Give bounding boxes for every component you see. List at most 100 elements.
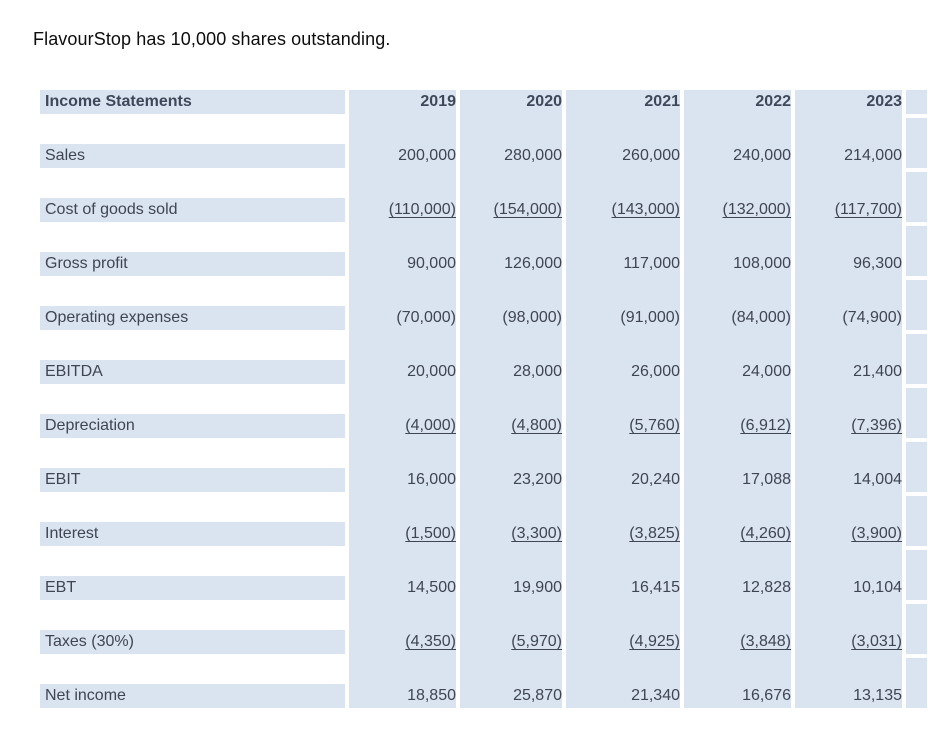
spacer-row bbox=[40, 222, 927, 252]
value-cell: 117,000 bbox=[566, 252, 680, 276]
edge-cell bbox=[906, 252, 927, 276]
year-header-2019: 2019 bbox=[349, 90, 456, 114]
value-cell: 16,000 bbox=[349, 468, 456, 492]
edge-cell bbox=[906, 468, 927, 492]
value-cell: (143,000) bbox=[566, 198, 680, 222]
year-header-2021: 2021 bbox=[566, 90, 680, 114]
row-label: Cost of goods sold bbox=[40, 198, 345, 222]
value-cell: 24,000 bbox=[684, 360, 791, 384]
table-row-interest: Interest (1,500) (3,300) (3,825) (4,260)… bbox=[40, 522, 927, 546]
value-cell: 21,340 bbox=[566, 684, 680, 708]
table-row-gross-profit: Gross profit 90,000 126,000 117,000 108,… bbox=[40, 252, 927, 276]
value-cell: 12,828 bbox=[684, 576, 791, 600]
spacer-row bbox=[40, 438, 927, 468]
value-cell: 240,000 bbox=[684, 144, 791, 168]
value-cell: 25,870 bbox=[460, 684, 562, 708]
edge-cell bbox=[906, 522, 927, 546]
value-cell: (3,300) bbox=[460, 522, 562, 546]
row-label: Sales bbox=[40, 144, 345, 168]
value-cell: 20,000 bbox=[349, 360, 456, 384]
year-header-2022: 2022 bbox=[684, 90, 791, 114]
spacer-row bbox=[40, 492, 927, 522]
value-cell: 28,000 bbox=[460, 360, 562, 384]
row-label: Taxes (30%) bbox=[40, 630, 345, 654]
spacer-row bbox=[40, 276, 927, 306]
value-cell: 23,200 bbox=[460, 468, 562, 492]
value-cell: 200,000 bbox=[349, 144, 456, 168]
row-label: Operating expenses bbox=[40, 306, 345, 330]
value-cell: 96,300 bbox=[795, 252, 902, 276]
value-cell: (1,500) bbox=[349, 522, 456, 546]
edge-cell bbox=[906, 198, 927, 222]
spacer-row bbox=[40, 114, 927, 144]
value-cell: (91,000) bbox=[566, 306, 680, 330]
value-cell: 16,415 bbox=[566, 576, 680, 600]
value-cell: 26,000 bbox=[566, 360, 680, 384]
value-cell: (3,900) bbox=[795, 522, 902, 546]
spacer-row bbox=[40, 330, 927, 360]
table-row-cogs: Cost of goods sold (110,000) (154,000) (… bbox=[40, 198, 927, 222]
edge-cell bbox=[906, 684, 927, 708]
value-cell: (117,700) bbox=[795, 198, 902, 222]
table-row-ebt: EBT 14,500 19,900 16,415 12,828 10,104 bbox=[40, 576, 927, 600]
value-cell: (132,000) bbox=[684, 198, 791, 222]
value-cell: (3,848) bbox=[684, 630, 791, 654]
row-label: EBT bbox=[40, 576, 345, 600]
value-cell: (4,800) bbox=[460, 414, 562, 438]
row-label: Gross profit bbox=[40, 252, 345, 276]
value-cell: (4,260) bbox=[684, 522, 791, 546]
value-cell: (5,760) bbox=[566, 414, 680, 438]
spacer-row bbox=[40, 168, 927, 198]
spacer-row bbox=[40, 654, 927, 684]
value-cell: (74,900) bbox=[795, 306, 902, 330]
value-cell: 16,676 bbox=[684, 684, 791, 708]
value-cell: (154,000) bbox=[460, 198, 562, 222]
row-label: EBIT bbox=[40, 468, 345, 492]
table-row-depreciation: Depreciation (4,000) (4,800) (5,760) (6,… bbox=[40, 414, 927, 438]
value-cell: (4,350) bbox=[349, 630, 456, 654]
table-row-operating-expenses: Operating expenses (70,000) (98,000) (91… bbox=[40, 306, 927, 330]
edge-cell bbox=[906, 414, 927, 438]
table-header-row: Income Statements 2019 2020 2021 2022 20… bbox=[40, 90, 927, 114]
row-label: Net income bbox=[40, 684, 345, 708]
table-row-net-income: Net income 18,850 25,870 21,340 16,676 1… bbox=[40, 684, 927, 708]
intro-text: FlavourStop has 10,000 shares outstandin… bbox=[33, 29, 391, 49]
value-cell: 108,000 bbox=[684, 252, 791, 276]
table-row-taxes: Taxes (30%) (4,350) (5,970) (4,925) (3,8… bbox=[40, 630, 927, 654]
edge-cell bbox=[906, 576, 927, 600]
income-statement-table: Income Statements 2019 2020 2021 2022 20… bbox=[36, 90, 931, 708]
row-label: Interest bbox=[40, 522, 345, 546]
value-cell: 280,000 bbox=[460, 144, 562, 168]
value-cell: 13,135 bbox=[795, 684, 902, 708]
table-title-cell: Income Statements bbox=[40, 90, 345, 114]
value-cell: 90,000 bbox=[349, 252, 456, 276]
value-cell: (98,000) bbox=[460, 306, 562, 330]
edge-cell bbox=[906, 360, 927, 384]
value-cell: (110,000) bbox=[349, 198, 456, 222]
year-header-2020: 2020 bbox=[460, 90, 562, 114]
value-cell: 10,104 bbox=[795, 576, 902, 600]
value-cell: (70,000) bbox=[349, 306, 456, 330]
value-cell: 17,088 bbox=[684, 468, 791, 492]
value-cell: 20,240 bbox=[566, 468, 680, 492]
spacer-row bbox=[40, 600, 927, 630]
value-cell: 14,500 bbox=[349, 576, 456, 600]
spacer-row bbox=[40, 384, 927, 414]
value-cell: (4,925) bbox=[566, 630, 680, 654]
value-cell: 21,400 bbox=[795, 360, 902, 384]
value-cell: 19,900 bbox=[460, 576, 562, 600]
row-label: EBITDA bbox=[40, 360, 345, 384]
value-cell: 260,000 bbox=[566, 144, 680, 168]
edge-cell bbox=[906, 90, 927, 114]
value-cell: 18,850 bbox=[349, 684, 456, 708]
spacer-row bbox=[40, 546, 927, 576]
value-cell: (3,031) bbox=[795, 630, 902, 654]
year-header-2023: 2023 bbox=[795, 90, 902, 114]
edge-cell bbox=[906, 306, 927, 330]
value-cell: (7,396) bbox=[795, 414, 902, 438]
edge-cell bbox=[906, 144, 927, 168]
value-cell: (5,970) bbox=[460, 630, 562, 654]
table-title: Income Statements bbox=[45, 93, 192, 110]
table-row-ebit: EBIT 16,000 23,200 20,240 17,088 14,004 bbox=[40, 468, 927, 492]
table-row-ebitda: EBITDA 20,000 28,000 26,000 24,000 21,40… bbox=[40, 360, 927, 384]
